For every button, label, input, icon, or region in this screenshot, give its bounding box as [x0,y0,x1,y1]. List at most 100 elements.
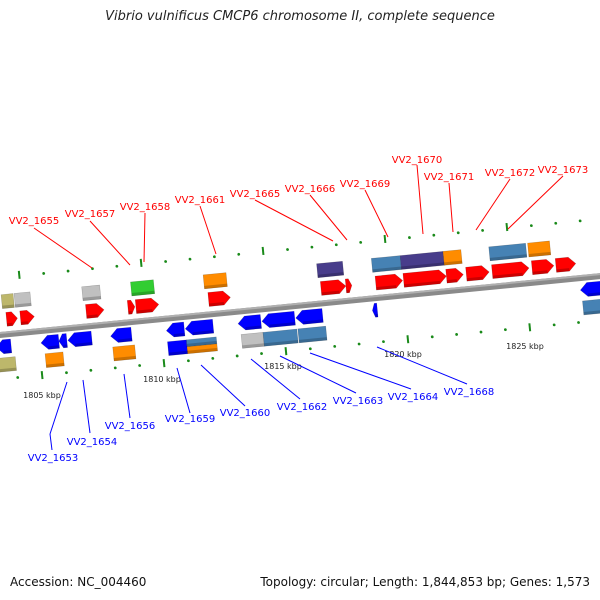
reverse-cds-arrow-shade [192,330,214,336]
gene-label[interactable]: VV2_1655 [9,216,60,227]
gene-label[interactable]: VV2_1666 [285,184,336,195]
reverse-cds-arrow[interactable] [372,302,379,318]
reverse-cds-arrow[interactable] [110,326,133,343]
gene-label[interactable]: VV2_1672 [485,168,536,179]
minor-tick [113,366,117,370]
reverse-feature-block[interactable] [112,344,137,362]
forward-feature-block[interactable] [202,272,228,290]
reverse-feature-block-shade [113,355,136,361]
gene-label[interactable]: VV2_1662 [277,402,328,413]
gene-label[interactable]: VV2_1659 [165,414,216,425]
forward-cds-arrow[interactable] [19,310,35,326]
forward-cds-arrow-shade [20,321,29,325]
reverse-cds-arrow-shade [587,291,600,297]
gene-label[interactable]: VV2_1670 [392,155,443,166]
reverse-cds-arrow[interactable] [295,308,324,325]
gene-label[interactable]: VV2_1657 [65,209,116,220]
reverse-cds-arrow[interactable] [58,333,68,349]
major-tick [528,323,532,332]
reverse-cds-arrow-shade [75,342,93,347]
reverse-feature-block[interactable] [582,298,600,316]
gene-label[interactable]: VV2_1656 [105,421,156,432]
forward-cds-arrow-shade [128,311,133,315]
major-tick [139,258,143,267]
gene-label[interactable]: VV2_1665 [230,189,281,200]
forward-feature-block[interactable] [316,260,345,278]
backbone-highlight [0,270,600,335]
reverse-feature-block-shade [242,343,265,349]
reverse-cds-arrow[interactable] [67,330,93,347]
reverse-feature-block[interactable] [44,351,65,368]
forward-cds-arrow[interactable] [134,297,160,314]
forward-feature-block[interactable] [0,293,15,309]
forward-feature-block[interactable] [527,240,552,258]
reverse-cds-arrow[interactable] [580,280,600,297]
forward-feature-block[interactable] [81,284,102,302]
forward-feature-block[interactable] [442,249,463,266]
reverse-cds-arrow-shade [3,349,12,354]
reverse-cds-arrow[interactable] [166,321,186,338]
reverse-feature-block[interactable] [297,325,328,344]
reverse-cds-arrow[interactable] [237,314,262,331]
forward-cds-arrow-shade [466,276,483,282]
forward-cds-arrow[interactable] [344,278,353,294]
gene-label[interactable]: VV2_1660 [220,408,271,419]
minor-tick [577,321,580,324]
minor-tick [359,240,363,244]
minor-tick [554,221,558,225]
forward-cds-arrow-shade [556,268,570,273]
forward-cds-arrow[interactable] [465,265,490,282]
reverse-feature-block[interactable] [0,356,17,373]
forward-cds-arrow[interactable] [531,259,555,276]
gene-label[interactable]: VV2_1663 [333,396,384,407]
forward-feature-block-shade [489,254,527,261]
gene-label[interactable]: VV2_1658 [120,202,171,213]
reverse-cds-arrow-shade [173,332,185,338]
forward-feature-block[interactable] [13,291,32,308]
minor-tick [237,252,241,256]
forward-feature-block-shade [444,260,463,266]
forward-feature-block-shade [15,302,32,308]
gene-label[interactable]: VV2_1661 [175,195,226,206]
major-tick [284,347,288,356]
forward-cds-arrow[interactable] [5,311,18,327]
reverse-cds-arrow[interactable] [261,310,296,328]
gene-label[interactable]: VV2_1671 [424,172,475,183]
gene-label[interactable]: VV2_1653 [28,453,79,464]
reverse-cds-arrow[interactable] [0,338,13,354]
forward-cds-arrow[interactable] [402,269,447,288]
minor-tick [334,243,338,247]
reverse-feature-block-shade [298,337,328,343]
forward-cds-arrow[interactable] [126,299,136,315]
reverse-feature-block-shade [187,347,218,354]
track [0,219,600,380]
forward-cds-arrow[interactable] [207,290,231,307]
forward-cds-arrow-shade [492,272,523,279]
minor-tick [42,272,46,275]
forward-cds-arrow[interactable] [554,256,577,273]
forward-cds-arrow[interactable] [491,261,530,279]
minor-tick [187,359,190,363]
gene-label[interactable]: VV2_1669 [340,179,391,190]
gene-label[interactable]: VV2_1654 [67,437,118,448]
reverse-cds-arrow[interactable] [40,334,60,350]
forward-cds-arrow[interactable] [85,303,105,319]
reverse-cds-arrow-shade [375,314,379,318]
scale-label: 1815 kbp [264,362,302,371]
minor-tick [16,376,20,379]
forward-feature-block[interactable] [488,243,528,262]
forward-feature-block[interactable] [130,279,155,297]
gene-label[interactable]: VV2_1673 [538,165,589,176]
reverse-feature-block[interactable] [262,328,299,347]
minor-tick [382,340,385,344]
forward-cds-arrow[interactable] [374,273,403,291]
gene-label[interactable]: VV2_1664 [388,392,439,403]
reverse-cds-arrow[interactable] [184,318,215,336]
reverse-feature-block[interactable] [186,343,218,355]
gene-label[interactable]: VV2_1668 [444,387,495,398]
genome-summary: Topology: circular; Length: 1,844,853 bp… [260,575,590,589]
forward-cds-arrow[interactable] [320,279,347,296]
minor-tick [211,356,215,360]
forward-cds-arrow[interactable] [445,267,464,284]
